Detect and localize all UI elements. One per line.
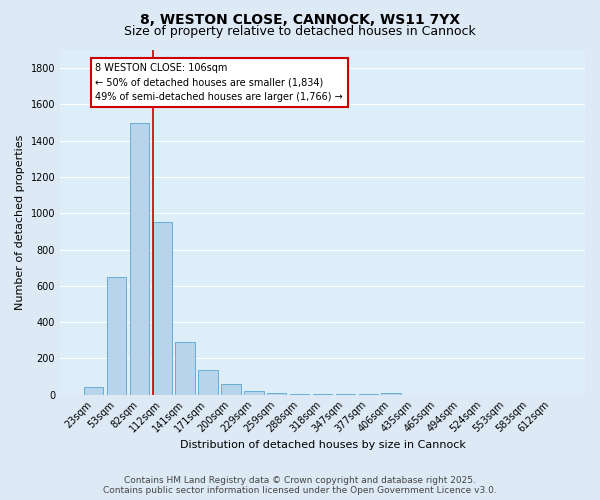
X-axis label: Distribution of detached houses by size in Cannock: Distribution of detached houses by size … xyxy=(179,440,466,450)
Text: 8 WESTON CLOSE: 106sqm
← 50% of detached houses are smaller (1,834)
49% of semi-: 8 WESTON CLOSE: 106sqm ← 50% of detached… xyxy=(95,62,343,102)
Bar xyxy=(382,393,401,394)
Bar xyxy=(84,386,103,394)
Bar xyxy=(152,222,172,394)
Bar xyxy=(244,391,263,394)
Y-axis label: Number of detached properties: Number of detached properties xyxy=(15,134,25,310)
Text: 8, WESTON CLOSE, CANNOCK, WS11 7YX: 8, WESTON CLOSE, CANNOCK, WS11 7YX xyxy=(140,12,460,26)
Bar xyxy=(199,370,218,394)
Bar xyxy=(130,122,149,394)
Bar xyxy=(107,277,126,394)
Text: Contains HM Land Registry data © Crown copyright and database right 2025.
Contai: Contains HM Land Registry data © Crown c… xyxy=(103,476,497,495)
Bar xyxy=(267,393,286,394)
Bar xyxy=(221,384,241,394)
Text: Size of property relative to detached houses in Cannock: Size of property relative to detached ho… xyxy=(124,25,476,38)
Bar xyxy=(175,342,195,394)
